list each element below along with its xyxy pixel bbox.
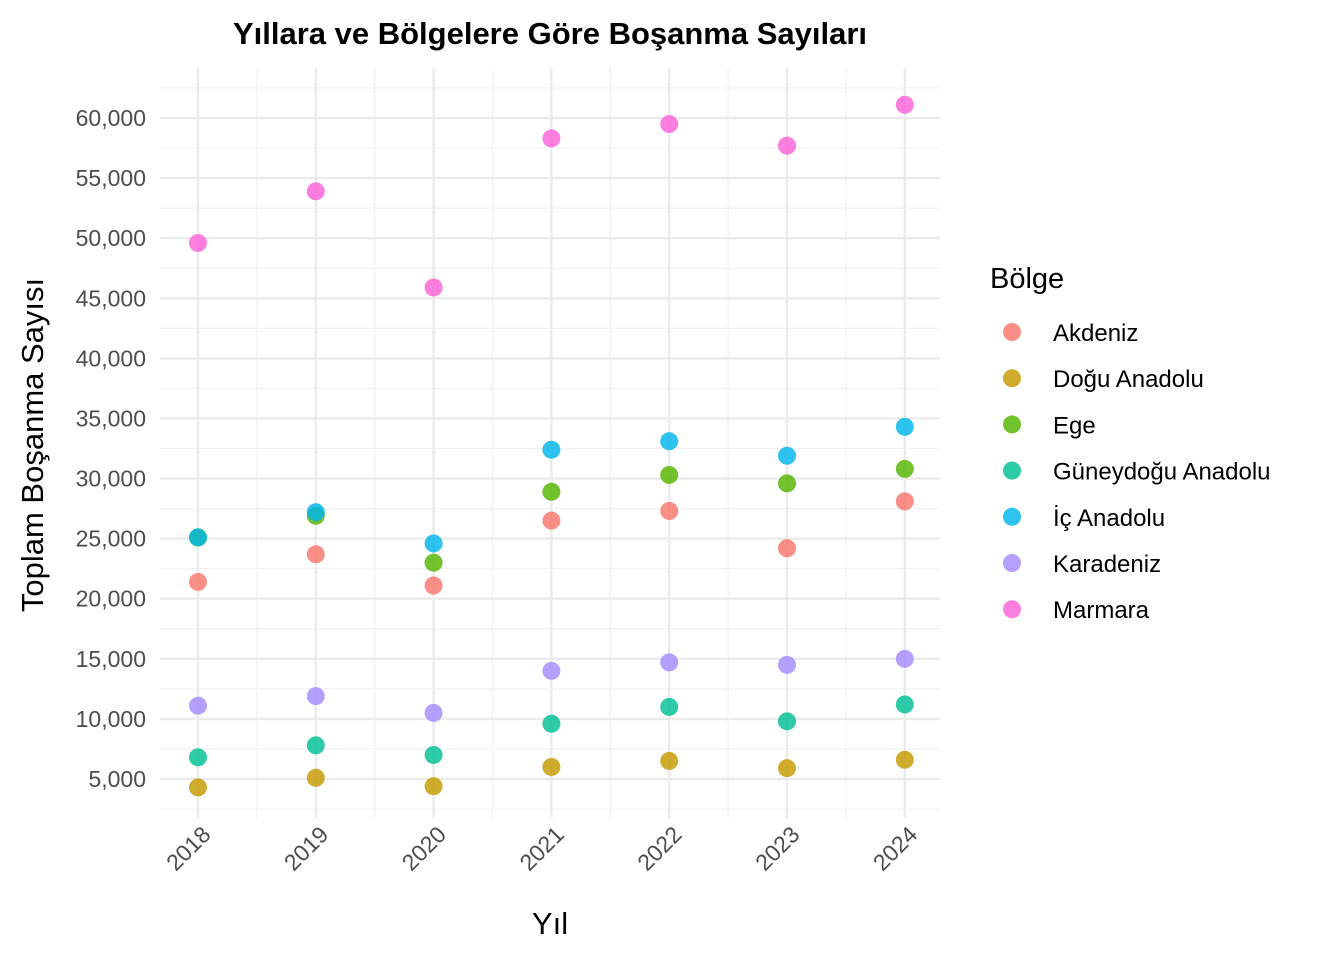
x-tick-label: 2018 [161, 821, 216, 876]
data-point [306, 182, 325, 201]
legend-label: Marmara [1053, 597, 1150, 624]
data-point [895, 459, 914, 478]
data-point [542, 714, 561, 733]
x-tick-label: 2019 [279, 821, 334, 876]
x-axis-tick-labels: 2018 2019 2020 2021 2022 2023 2024 [161, 821, 923, 876]
legend-label: Akdeniz [1053, 320, 1138, 347]
data-point [424, 553, 443, 572]
x-tick-label: 2022 [632, 821, 687, 876]
data-point [424, 777, 443, 796]
legend-key [1003, 369, 1021, 388]
y-tick-label: 40,000 [76, 345, 146, 371]
x-tick-label: 2023 [750, 821, 805, 876]
data-point [189, 528, 207, 547]
data-point [306, 768, 325, 787]
y-tick-label: 45,000 [76, 285, 146, 311]
x-tick-label: 2024 [868, 821, 923, 876]
data-points [189, 95, 914, 797]
data-point [542, 129, 561, 148]
x-axis-title: Yıl [532, 906, 568, 941]
minor-gridlines [160, 68, 940, 818]
legend-label: Doğu Anadolu [1053, 366, 1204, 393]
data-point [189, 696, 207, 715]
data-point [306, 687, 325, 706]
data-point [306, 736, 325, 755]
data-point [660, 465, 679, 484]
y-tick-label: 55,000 [76, 165, 146, 191]
legend-key [1003, 323, 1021, 341]
data-point [778, 446, 796, 465]
data-point [895, 492, 914, 511]
data-point [189, 748, 207, 767]
data-point [189, 572, 207, 591]
data-point [895, 695, 914, 714]
data-point [542, 661, 561, 680]
data-point [895, 417, 914, 436]
major-gridlines [160, 68, 940, 818]
data-point [306, 545, 325, 564]
y-axis-title: Toplam Boşanma Sayısı [15, 278, 50, 612]
data-point [895, 95, 914, 114]
chart-title: Yıllara ve Bölgelere Göre Boşanma Sayıla… [233, 16, 867, 51]
legend-key [1003, 554, 1021, 572]
legend-label: Güneydoğu Anadolu [1053, 459, 1271, 486]
data-point [660, 653, 679, 672]
x-tick-label: 2020 [397, 821, 452, 876]
data-point [424, 534, 443, 553]
data-point [778, 759, 796, 778]
data-point [660, 115, 679, 134]
data-point [424, 576, 443, 595]
legend-label: Ege [1053, 412, 1096, 439]
data-point [660, 751, 679, 770]
y-tick-label: 25,000 [76, 526, 146, 552]
data-point [424, 278, 443, 297]
legend-key [1003, 600, 1021, 619]
y-tick-label: 60,000 [76, 105, 146, 131]
y-tick-label: 10,000 [76, 706, 146, 732]
data-point [778, 655, 796, 674]
y-axis-tick-labels: 5,000 10,000 15,000 20,000 25,000 30,000 35,00… [76, 105, 146, 792]
data-point [542, 440, 561, 459]
data-point [895, 750, 914, 769]
y-tick-label: 30,000 [76, 466, 146, 492]
data-point [895, 649, 914, 668]
data-point [778, 712, 796, 731]
data-point [778, 474, 796, 493]
data-point [306, 503, 325, 522]
legend: Bölge Akdeniz Doğu Anadolu Ege Güneydoğu An… [990, 263, 1271, 624]
y-tick-label: 5,000 [88, 766, 146, 792]
data-point [778, 136, 796, 155]
data-point [660, 697, 679, 716]
legend-key [1003, 461, 1021, 480]
data-point [778, 539, 796, 558]
data-point [424, 703, 443, 722]
legend-items: Akdeniz Doğu Anadolu Ege Güneydoğu Anadolu İ… [1003, 320, 1271, 624]
data-point [424, 745, 443, 764]
data-point [189, 233, 207, 252]
legend-key [1003, 507, 1021, 526]
data-point [542, 511, 561, 530]
data-point [542, 757, 561, 776]
legend-label: Karadeniz [1053, 551, 1161, 578]
y-tick-label: 50,000 [76, 225, 146, 251]
x-tick-label: 2021 [514, 821, 569, 876]
data-point [189, 778, 207, 797]
data-point [660, 432, 679, 451]
legend-label: İç Anadolu [1053, 505, 1165, 532]
legend-key [1003, 415, 1021, 434]
y-tick-label: 15,000 [76, 646, 146, 672]
y-tick-label: 20,000 [76, 586, 146, 612]
y-tick-label: 35,000 [76, 405, 146, 431]
data-point [542, 482, 561, 501]
legend-title: Bölge [990, 263, 1064, 295]
data-point [660, 501, 679, 520]
